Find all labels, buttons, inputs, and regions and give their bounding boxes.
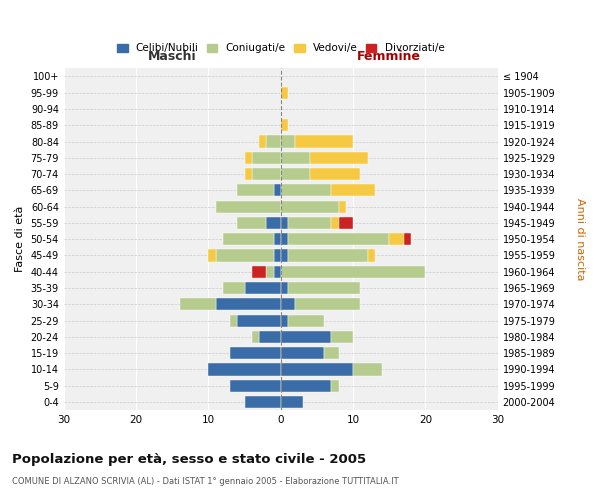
Bar bbox=[281, 233, 288, 245]
Bar bbox=[274, 266, 281, 278]
Bar bbox=[281, 152, 310, 164]
Text: Maschi: Maschi bbox=[148, 50, 197, 64]
Bar bbox=[295, 298, 361, 310]
Bar bbox=[245, 152, 252, 164]
Bar bbox=[281, 396, 302, 408]
Bar bbox=[331, 217, 338, 229]
Bar bbox=[252, 266, 266, 278]
Bar bbox=[389, 233, 404, 245]
Bar bbox=[281, 86, 288, 99]
Bar bbox=[238, 217, 266, 229]
Bar bbox=[274, 184, 281, 196]
Bar bbox=[266, 217, 281, 229]
Bar bbox=[274, 250, 281, 262]
Bar bbox=[281, 136, 295, 147]
Bar bbox=[274, 233, 281, 245]
Bar bbox=[230, 314, 238, 326]
Bar bbox=[230, 380, 281, 392]
Bar bbox=[238, 314, 281, 326]
Bar bbox=[252, 331, 259, 343]
Bar bbox=[216, 298, 281, 310]
Bar bbox=[281, 184, 331, 196]
Bar bbox=[338, 217, 353, 229]
Bar bbox=[281, 200, 338, 213]
Bar bbox=[245, 168, 252, 180]
Bar bbox=[281, 282, 288, 294]
Bar bbox=[179, 298, 216, 310]
Bar bbox=[252, 152, 281, 164]
Bar bbox=[216, 250, 274, 262]
Bar bbox=[281, 168, 310, 180]
Bar bbox=[288, 314, 324, 326]
Bar bbox=[281, 217, 288, 229]
Y-axis label: Fasce di età: Fasce di età bbox=[15, 206, 25, 272]
Bar bbox=[281, 250, 288, 262]
Bar bbox=[266, 136, 281, 147]
Bar bbox=[245, 396, 281, 408]
Bar bbox=[310, 168, 361, 180]
Bar bbox=[281, 314, 288, 326]
Bar bbox=[238, 184, 274, 196]
Bar bbox=[338, 200, 346, 213]
Bar bbox=[281, 380, 331, 392]
Bar bbox=[324, 347, 338, 360]
Bar bbox=[259, 331, 281, 343]
Bar bbox=[288, 233, 389, 245]
Text: Femmine: Femmine bbox=[358, 50, 421, 64]
Bar bbox=[216, 200, 281, 213]
Bar bbox=[288, 217, 331, 229]
Bar bbox=[252, 168, 281, 180]
Text: COMUNE DI ALZANO SCRIVIA (AL) - Dati ISTAT 1° gennaio 2005 - Elaborazione TUTTIT: COMUNE DI ALZANO SCRIVIA (AL) - Dati IST… bbox=[12, 478, 398, 486]
Bar bbox=[223, 233, 274, 245]
Text: Popolazione per età, sesso e stato civile - 2005: Popolazione per età, sesso e stato civil… bbox=[12, 452, 366, 466]
Bar bbox=[223, 282, 245, 294]
Bar bbox=[368, 250, 375, 262]
Bar bbox=[208, 364, 281, 376]
Bar bbox=[208, 250, 216, 262]
Bar bbox=[230, 347, 281, 360]
Bar bbox=[266, 266, 274, 278]
Bar bbox=[281, 266, 425, 278]
Bar bbox=[288, 250, 368, 262]
Bar bbox=[331, 380, 338, 392]
Bar bbox=[353, 364, 382, 376]
Y-axis label: Anni di nascita: Anni di nascita bbox=[575, 198, 585, 280]
Bar bbox=[245, 282, 281, 294]
Bar bbox=[281, 119, 288, 132]
Bar bbox=[281, 331, 331, 343]
Bar bbox=[288, 282, 361, 294]
Bar bbox=[281, 347, 324, 360]
Bar bbox=[281, 364, 353, 376]
Bar bbox=[310, 152, 368, 164]
Bar bbox=[331, 331, 353, 343]
Bar bbox=[295, 136, 353, 147]
Bar bbox=[404, 233, 411, 245]
Bar bbox=[331, 184, 375, 196]
Legend: Celibi/Nubili, Coniugati/e, Vedovi/e, Divorziati/e: Celibi/Nubili, Coniugati/e, Vedovi/e, Di… bbox=[113, 40, 449, 58]
Bar bbox=[259, 136, 266, 147]
Bar bbox=[281, 298, 295, 310]
